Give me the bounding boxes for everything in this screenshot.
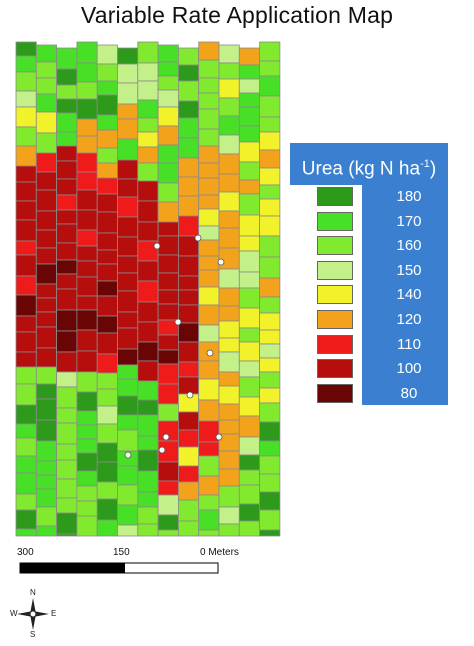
legend-swatch-140 — [317, 285, 353, 305]
compass-s: S — [30, 630, 36, 639]
scale-label-left: 300 — [17, 547, 34, 558]
sample-point — [206, 349, 214, 357]
legend-swatch-150 — [317, 260, 353, 280]
legend-value-80: 80 — [400, 384, 418, 402]
legend-value-180: 180 — [396, 188, 422, 205]
compass-e: E — [51, 609, 57, 618]
sample-point — [124, 451, 132, 459]
compass-n: N — [30, 588, 36, 597]
sample-point — [217, 258, 225, 266]
legend-value-170: 170 — [396, 212, 422, 230]
map-title: Variable Rate Application Map — [80, 2, 394, 28]
legend-swatch-100 — [317, 359, 353, 379]
legend-value-140: 140 — [396, 286, 422, 304]
sample-point — [186, 391, 194, 399]
sample-point — [194, 234, 202, 242]
legend-value-100: 100 — [396, 360, 422, 378]
sample-point — [162, 433, 170, 441]
legend-swatch-160 — [317, 236, 353, 256]
legend-title: Urea (kg N ha-1) — [290, 143, 448, 185]
compass-w: W — [10, 609, 18, 618]
sample-point — [153, 242, 161, 250]
legend-swatch-110 — [317, 334, 353, 354]
legend-value-160: 160 — [396, 237, 422, 255]
sample-point — [174, 318, 182, 326]
legend-swatch-170 — [317, 211, 353, 231]
scale-label-mid: 150 — [113, 547, 130, 558]
legend-value-150: 150 — [396, 261, 422, 279]
legend-panel — [362, 183, 448, 405]
legend-swatch-80 — [317, 383, 353, 403]
legend-swatch-120 — [317, 310, 353, 329]
sample-point — [158, 446, 166, 454]
scale-label-right: 0 Meters — [200, 547, 239, 558]
sample-point — [215, 433, 223, 441]
map-cell — [259, 529, 281, 537]
legend-value-120: 120 — [396, 311, 422, 328]
legend-swatch-180 — [317, 187, 353, 206]
legend-value-110: 110 — [397, 335, 421, 353]
